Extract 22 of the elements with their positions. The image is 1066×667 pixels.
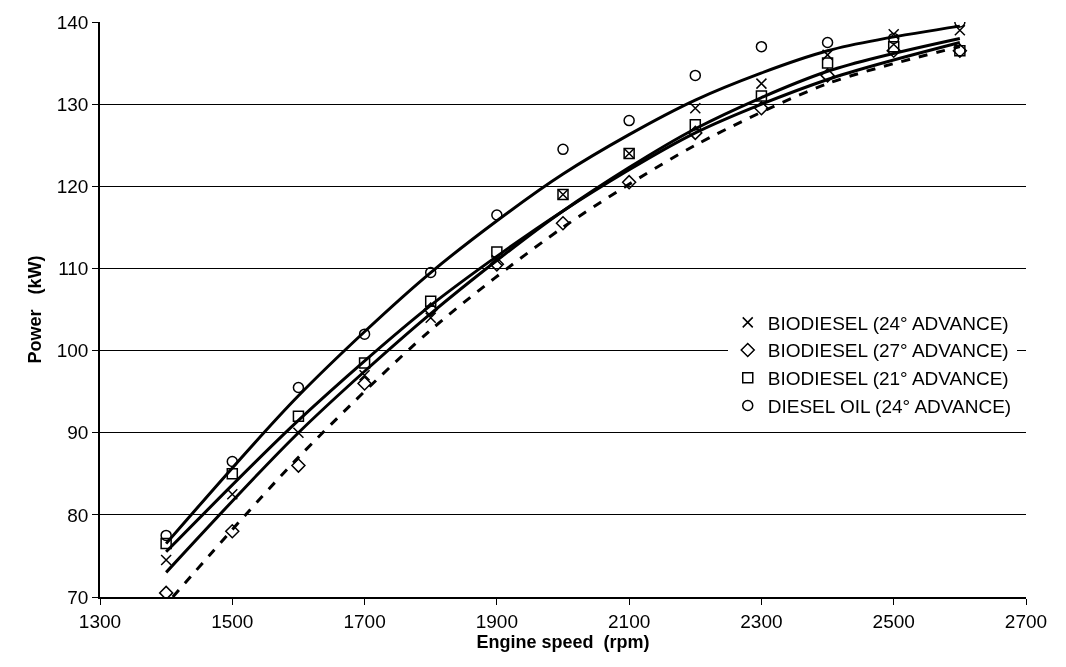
y-tick-label: 130 [56,93,89,115]
legend-label: BIODIESEL (24° ADVANCE) [767,312,1009,334]
y-tick-label: 110 [58,258,89,280]
x-tick-label: 1900 [475,610,518,632]
x-axis-title: Engine speed (rpm) [476,632,650,653]
y-tick-label: 80 [67,504,89,526]
x-tick-label: 1700 [343,610,386,632]
x-tick-label: 2100 [608,610,651,632]
y-axis-title: Power (kW) [25,255,46,364]
x-tick-label: 2500 [872,610,915,632]
y-tick-label: 70 [67,586,89,608]
legend-label: BIODIESEL (21° ADVANCE) [767,368,1009,390]
x-tick-label: 1500 [211,610,254,632]
legend-label: DIESEL OIL (24° ADVANCE) [767,395,1012,417]
y-tick-label: 120 [56,175,89,197]
x-tick-label: 1300 [78,610,122,632]
x-tick-label: 2300 [740,610,783,632]
y-tick-label: 140 [56,11,89,33]
y-tick-label: 100 [56,340,89,362]
legend-label: BIODIESEL (27° ADVANCE) [767,340,1009,362]
x-tick-label: 2700 [1004,610,1048,632]
y-tick-label: 90 [67,422,89,444]
